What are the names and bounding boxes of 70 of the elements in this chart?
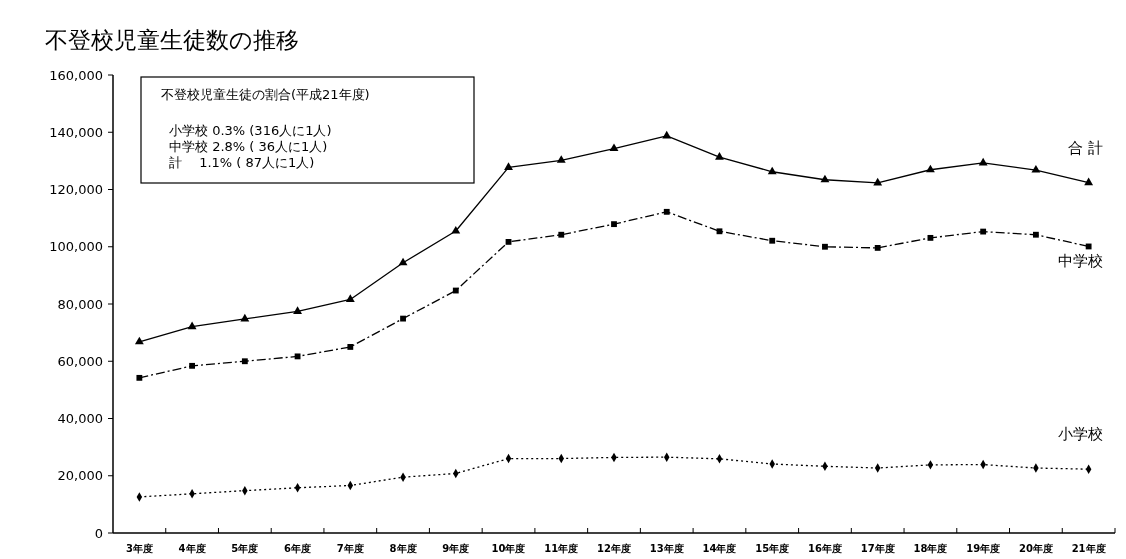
point bbox=[345, 294, 355, 302]
y-tick-label: 160,000 bbox=[49, 67, 103, 83]
point bbox=[1031, 164, 1041, 173]
series-label: 合 計 bbox=[1067, 138, 1103, 157]
point bbox=[662, 130, 672, 139]
x-tick-label: 6年度 bbox=[284, 543, 312, 554]
x-tick-label: 13年度 bbox=[649, 543, 684, 554]
point bbox=[1032, 231, 1039, 238]
point bbox=[611, 221, 617, 228]
point bbox=[134, 336, 144, 345]
point bbox=[504, 162, 513, 171]
point bbox=[400, 315, 406, 322]
chart-title: 不登校児童生徒数の推移 bbox=[45, 27, 299, 53]
point bbox=[874, 463, 881, 473]
x-tick-label: 12年度 bbox=[597, 543, 631, 554]
point bbox=[820, 174, 830, 183]
point bbox=[241, 358, 248, 365]
annotation: 不登校児童生徒の割合(平成21年度) bbox=[161, 87, 370, 102]
y-tick-label: 80,000 bbox=[57, 296, 103, 312]
point bbox=[187, 321, 197, 330]
x-tick-label: 19年度 bbox=[966, 543, 1001, 554]
point bbox=[767, 166, 777, 175]
x-tick-label: 11年度 bbox=[544, 543, 579, 554]
x-tick-label: 15年度 bbox=[755, 543, 790, 554]
point bbox=[1084, 177, 1094, 186]
point bbox=[558, 231, 565, 238]
y-tick-label: 20,000 bbox=[57, 468, 103, 484]
point bbox=[136, 492, 143, 502]
point bbox=[1085, 464, 1092, 474]
y-tick-label: 100,000 bbox=[49, 239, 103, 255]
point bbox=[189, 362, 196, 369]
y-tick-label: 60,000 bbox=[57, 353, 103, 369]
y-tick-label: 140,000 bbox=[49, 124, 103, 140]
point bbox=[715, 152, 724, 160]
x-tick-label: 21年度 bbox=[1071, 543, 1106, 554]
x-tick-label: 7年度 bbox=[336, 543, 364, 554]
x-tick-label: 20年度 bbox=[1018, 543, 1053, 554]
series-label: 小学校 bbox=[1057, 425, 1103, 444]
x-tick-label: 18年度 bbox=[913, 543, 948, 554]
series-label: 中学校 bbox=[1057, 252, 1103, 271]
point bbox=[556, 155, 566, 163]
point bbox=[874, 244, 881, 251]
annotation: 計 1.1% ( 87人に1人) bbox=[169, 155, 315, 170]
annotation: 小学校 0.3% (316人に1人) bbox=[169, 123, 332, 138]
x-tick-label: 9年度 bbox=[442, 543, 470, 554]
point bbox=[347, 344, 354, 350]
x-tick-label: 14年度 bbox=[702, 543, 737, 554]
x-tick-label: 8年度 bbox=[389, 543, 417, 554]
x-tick-label: 5年度 bbox=[231, 543, 259, 554]
y-tick-label: 0 bbox=[94, 525, 103, 541]
point bbox=[822, 243, 828, 250]
x-tick-label: 16年度 bbox=[807, 543, 842, 554]
y-tick-label: 40,000 bbox=[57, 411, 103, 427]
point bbox=[769, 237, 776, 244]
x-tick-label: 3年度 bbox=[125, 543, 153, 554]
annotation: 中学校 2.8% ( 36人に1人) bbox=[169, 139, 328, 154]
point bbox=[609, 143, 619, 152]
point bbox=[293, 306, 303, 314]
point bbox=[663, 208, 670, 215]
y-tick-label: 120,000 bbox=[49, 182, 103, 198]
point bbox=[451, 225, 461, 234]
point bbox=[927, 460, 934, 470]
point bbox=[398, 257, 408, 266]
point bbox=[925, 164, 935, 173]
x-tick-label: 4年度 bbox=[178, 543, 206, 554]
point bbox=[716, 454, 723, 464]
point bbox=[136, 374, 143, 381]
x-tick-label: 17年度 bbox=[860, 543, 895, 554]
x-tick-label: 10年度 bbox=[491, 543, 526, 554]
point bbox=[294, 483, 301, 493]
